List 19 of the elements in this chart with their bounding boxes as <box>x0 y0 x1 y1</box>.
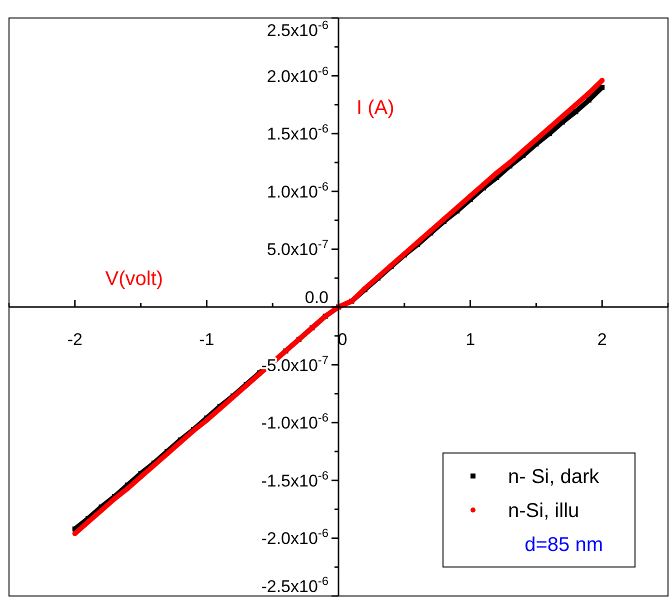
y-axis-title: I (A) <box>356 96 394 119</box>
y-tick-label: 1.0x10$^{-6}$ <box>266 179 329 202</box>
x-tick-label: -2 <box>67 330 82 349</box>
annotation: d=85 nm <box>524 534 603 556</box>
y-tick-label: 5.0x10$^{-7}$ <box>266 237 329 260</box>
legend-label: n- Si, dark <box>508 466 600 488</box>
y-tick-label: 0.0 <box>304 288 328 307</box>
y-tick-label: -1.5x10$^{-6}$ <box>261 468 329 490</box>
y-tick-label: -2.0x10$^{-6}$ <box>261 526 329 548</box>
y-tick-label: -1.0x10$^{-6}$ <box>261 410 329 433</box>
y-tick-label: 2.0x10$^{-6}$ <box>266 64 329 86</box>
x-axis-title: V(volt) <box>105 268 164 290</box>
x-tick-label: -1 <box>199 330 214 349</box>
legend-label: n-Si, illu <box>508 500 580 522</box>
y-tick-label: 2.5x10$^{-6}$ <box>266 18 329 40</box>
y-tick-label: 1.5x10$^{-6}$ <box>266 122 329 144</box>
y-tick-label: -2.5x10$^{-6}$ <box>261 574 329 596</box>
x-tick-label: 2 <box>597 330 607 349</box>
x-tick-label: 1 <box>466 330 476 349</box>
